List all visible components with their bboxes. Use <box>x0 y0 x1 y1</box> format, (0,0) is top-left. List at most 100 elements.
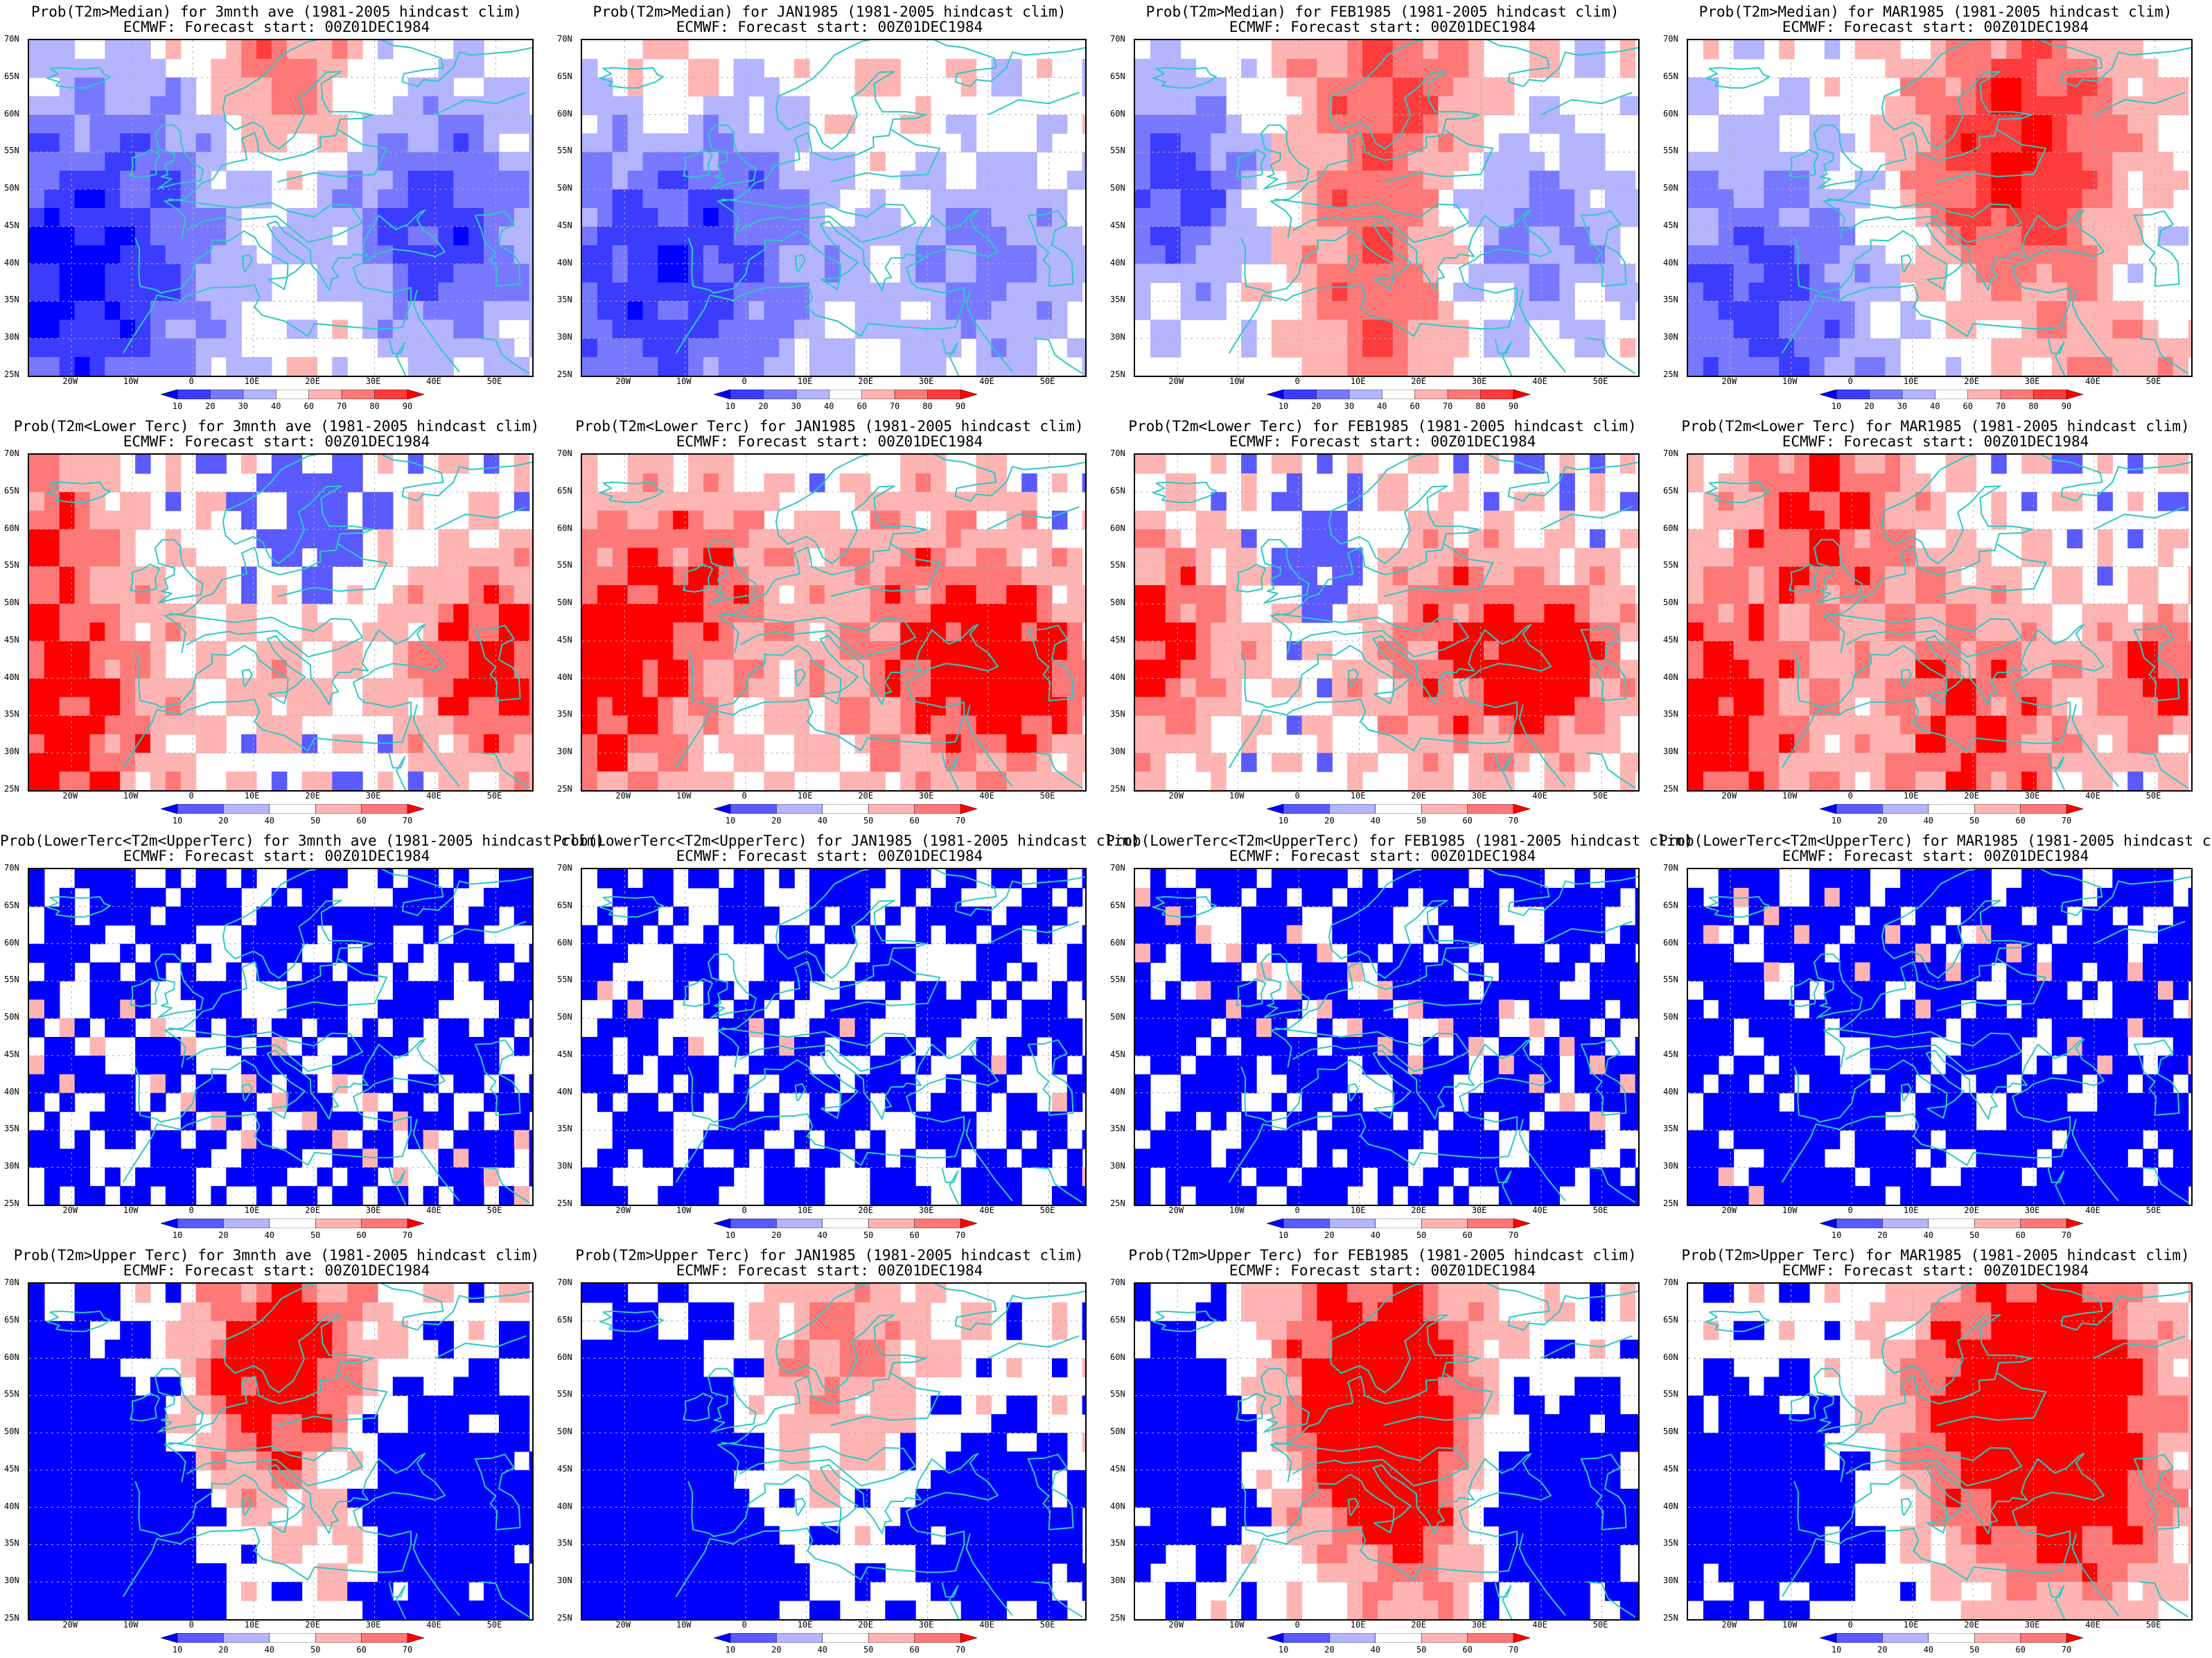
shaded-cell <box>211 1130 227 1149</box>
shaded-cell <box>1718 133 1735 152</box>
shaded-cell <box>1779 455 1795 474</box>
shaded-cell <box>945 659 962 679</box>
shaded-cell <box>211 282 227 302</box>
shaded-cell <box>392 245 409 265</box>
shaded-cell <box>1900 604 1916 623</box>
shaded-cell <box>453 96 469 116</box>
shaded-cell <box>1544 529 1560 549</box>
shaded-cell <box>991 678 1007 698</box>
shaded-cell <box>362 491 378 512</box>
shaded-cell <box>1066 622 1083 642</box>
shaded-cell <box>2097 77 2113 97</box>
colorbar-segment <box>1820 390 1837 399</box>
shaded-cell <box>1960 715 1977 735</box>
shaded-cell <box>688 301 704 320</box>
shaded-cell <box>1574 697 1590 717</box>
shaded-cell <box>453 869 469 889</box>
shaded-cell <box>976 208 992 227</box>
shaded-cell <box>1180 491 1197 512</box>
shaded-cell <box>2051 566 2068 586</box>
shaded-cell <box>1559 604 1575 623</box>
shaded-cell <box>612 301 629 320</box>
shaded-cell <box>1484 245 1500 265</box>
longitude-tick-label: 50E <box>1039 791 1055 801</box>
longitude-tick-label: 50E <box>486 1205 502 1215</box>
shaded-cell <box>1226 529 1242 549</box>
shaded-cell <box>2051 338 2068 358</box>
shaded-cell <box>854 208 871 227</box>
shaded-cell <box>120 510 136 530</box>
shaded-cell <box>135 1111 151 1131</box>
shaded-cell <box>1195 301 1211 320</box>
shaded-cell <box>870 152 886 171</box>
latitude-tick-label: 25N <box>1663 784 1678 794</box>
shaded-cell <box>854 473 871 493</box>
colorbar-tick-label: 70 <box>1508 816 1519 826</box>
longitude-tick-label: 10W <box>1229 376 1245 386</box>
shaded-cell <box>1824 320 1841 339</box>
shaded-cell <box>2021 734 2037 753</box>
shaded-cell <box>1544 208 1560 227</box>
shaded-cell <box>915 226 931 246</box>
coastline <box>168 1027 364 1072</box>
latitude-tick-label: 35N <box>4 1124 19 1134</box>
shaded-cell <box>2006 77 2022 97</box>
shaded-cell <box>484 357 500 376</box>
shaded-cell <box>703 263 719 283</box>
shaded-cell <box>256 697 272 717</box>
shaded-cell <box>317 548 333 567</box>
shaded-cell <box>1718 585 1735 604</box>
shaded-cell <box>1930 548 1947 567</box>
shaded-cell <box>29 320 45 339</box>
shaded-cell <box>301 320 318 339</box>
shaded-cell <box>597 338 613 358</box>
shaded-cell <box>931 906 947 926</box>
shaded-cell <box>226 301 242 320</box>
shaded-cell <box>256 1149 272 1168</box>
shaded-cell <box>1407 604 1424 623</box>
shaded-cell <box>1960 734 1977 753</box>
shaded-cell <box>1779 678 1795 698</box>
shaded-cell <box>1764 585 1780 604</box>
shaded-cell <box>658 529 674 549</box>
shaded-cell <box>514 96 530 116</box>
shaded-cell <box>1513 245 1530 265</box>
shaded-cell <box>150 77 166 97</box>
shaded-cell <box>1438 585 1454 604</box>
shaded-cell <box>809 301 825 320</box>
shaded-cell <box>688 678 704 698</box>
shaded-cell <box>1484 529 1500 549</box>
shaded-cell <box>1574 263 1590 283</box>
shaded-cell <box>1165 659 1182 679</box>
shaded-cell <box>627 1092 644 1112</box>
shaded-cell <box>900 1037 916 1056</box>
shaded-cell <box>1513 282 1530 302</box>
shaded-cell <box>453 189 469 209</box>
shaded-cell <box>1484 491 1500 512</box>
shaded-cell <box>870 943 886 963</box>
shaded-cell <box>627 320 644 339</box>
coastline <box>721 613 917 658</box>
shaded-cell <box>1945 171 1962 190</box>
shaded-cell <box>180 1186 197 1205</box>
shaded-cell <box>120 491 136 512</box>
shaded-cell <box>514 171 530 190</box>
shaded-cell <box>1559 133 1575 152</box>
shaded-cell <box>960 491 977 512</box>
shaded-cell <box>1764 320 1780 339</box>
shaded-cell <box>1915 640 1931 661</box>
shaded-cell <box>960 529 977 549</box>
shaded-cell <box>960 1000 977 1019</box>
shaded-cell <box>1453 282 1469 302</box>
shaded-cell <box>931 189 947 209</box>
shaded-cell <box>703 473 719 493</box>
shaded-cell <box>1900 171 1916 190</box>
shaded-cell <box>1150 114 1166 134</box>
shaded-cell <box>453 58 469 78</box>
shaded-cell <box>1453 40 1469 60</box>
shaded-cell <box>976 245 992 265</box>
shaded-cell <box>89 1000 105 1019</box>
shaded-cell <box>976 301 992 320</box>
shaded-cell <box>1574 320 1590 339</box>
shaded-cell <box>1945 208 1962 227</box>
